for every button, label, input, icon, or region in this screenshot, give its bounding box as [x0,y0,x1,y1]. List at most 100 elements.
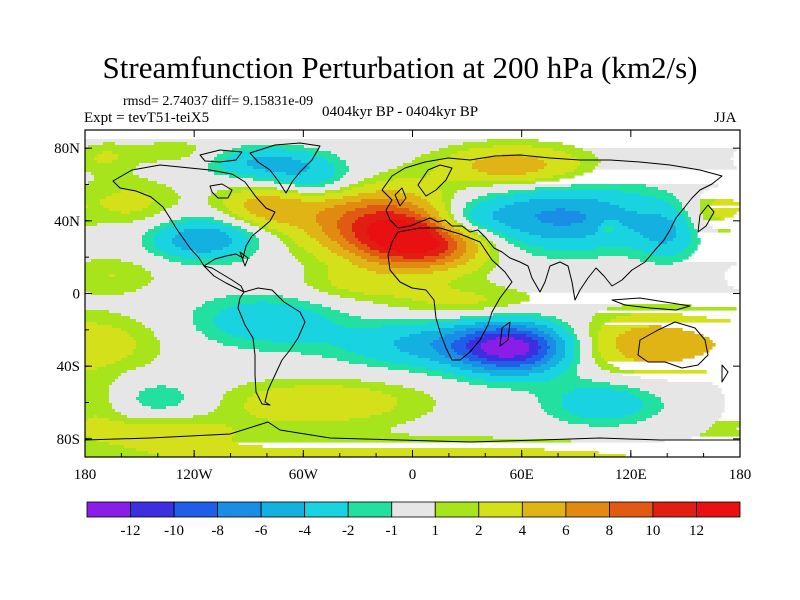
field-cell [97,154,119,158]
field-cell [115,379,266,383]
field-cell [91,292,125,296]
field-cell [394,343,431,347]
field-cell [247,397,398,401]
field-cell [562,325,572,329]
field-cell [514,238,650,242]
field-cell [595,154,734,158]
field-cell [664,199,680,203]
field-cell [298,259,320,263]
field-cell [688,214,704,218]
field-cell [586,214,662,218]
field-cell [370,388,416,392]
field-cell [343,214,365,218]
field-cell [85,418,89,422]
field-cell [403,256,425,260]
field-cell [574,331,590,335]
field-cell [304,280,332,284]
field-cell [85,307,197,311]
field-cell [415,418,560,422]
field-cell [100,199,155,203]
field-cell [277,235,290,239]
field-cell [397,424,590,428]
colorbar-swatch [260,501,306,518]
field-cell [238,346,341,350]
field-cell [145,364,368,368]
field-cell [151,328,197,332]
field-cell [556,352,566,356]
field-cell [358,238,371,242]
field-cell [511,388,575,392]
field-cell [304,274,329,278]
field-cell [85,238,143,242]
y-tick-label: 80S [57,432,80,448]
x-tick-label: 60E [510,467,534,483]
field-cell [550,319,563,323]
field-cell [571,334,578,338]
field-cell [553,328,566,332]
field-cell [631,328,683,332]
field-cell [487,298,530,302]
field-cell [256,148,287,152]
field-cell [439,160,476,164]
field-cell [223,166,254,170]
field-cell [130,334,155,338]
field-cell [292,304,323,308]
field-cell [445,202,452,206]
field-cell [472,229,488,233]
field-cell [358,217,416,221]
field-cell [583,148,737,152]
field-cell [649,238,674,242]
field-cell [508,241,524,245]
field-cell [592,316,617,320]
field-cell [85,199,101,203]
field-cell [355,232,368,236]
field-cell [328,277,458,281]
field-cell [580,163,599,167]
field-cell [352,187,440,191]
field-cell [214,217,236,221]
field-cell [349,250,365,254]
field-cell [181,157,215,161]
field-cell [85,262,134,266]
field-cell [286,172,302,176]
field-cell [667,190,704,194]
field-cell [481,346,530,350]
field-cell [460,316,488,320]
field-cell [520,229,599,233]
field-cell [148,451,599,455]
field-cell [226,391,260,395]
field-cell [457,277,488,281]
field-cell [103,205,149,209]
field-cell [205,301,257,305]
field-cell [487,139,539,143]
field-cell [481,265,497,269]
field-cell [172,238,233,242]
field-cell [85,430,236,434]
field-cell [223,220,245,224]
field-cell [526,172,566,176]
field-cell [487,193,515,197]
field-cell [295,385,344,389]
field-cell [439,211,449,215]
field-cell [256,196,281,200]
field-cell [469,211,494,215]
field-cell [673,220,686,224]
field-cell [154,253,170,257]
field-cell [529,346,542,350]
field-cell [355,253,371,257]
field-cell [436,247,449,251]
field-cell [688,223,695,227]
field-cell [91,259,122,263]
field-cell [409,334,446,338]
field-cell [475,292,527,296]
field-cell [484,157,539,161]
field-cell [550,346,557,350]
field-cell [592,355,602,359]
field-cell [394,211,416,215]
field-cell [160,346,239,350]
field-cell [457,190,509,194]
y-tick-label: 40N [54,214,80,230]
colorbar-label: -8 [211,523,224,539]
field-cell [280,196,344,200]
field-cell [475,205,506,209]
